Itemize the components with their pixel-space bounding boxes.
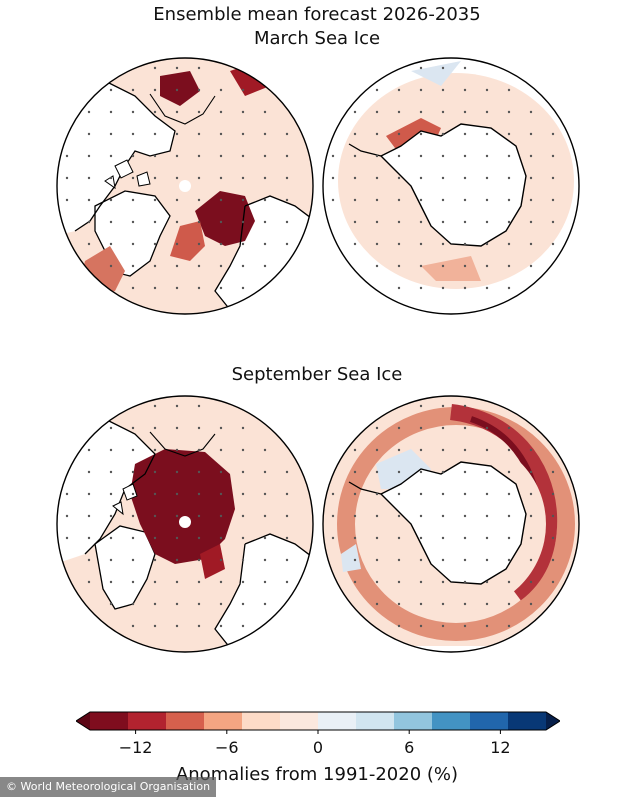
colorbar-segment xyxy=(318,712,357,730)
map-arctic-september xyxy=(56,395,314,653)
map-antarctic-september xyxy=(322,395,580,653)
image-credit: © World Meteorological Organisation xyxy=(0,777,217,797)
significance-stipple xyxy=(331,66,555,290)
colorbar-segment xyxy=(204,712,243,730)
colorbar-segment xyxy=(280,712,319,730)
september-panel-title: September Sea Ice xyxy=(231,364,403,385)
march-panel-title: March Sea Ice xyxy=(253,28,381,49)
map-arctic-march xyxy=(56,57,314,315)
colorbar-tick-label: 6 xyxy=(404,738,415,757)
colorbar-segment xyxy=(432,712,471,730)
colorbar-segment xyxy=(470,712,509,730)
map-antarctic-march xyxy=(322,57,580,315)
colorbar-segment xyxy=(394,712,433,730)
colorbar-label: Anomalies from 1991-2020 (%) xyxy=(175,764,459,785)
colorbar-segment xyxy=(90,712,129,730)
colorbar-tick-label: −6 xyxy=(215,738,239,757)
colorbar-outline xyxy=(76,711,560,731)
colorbar-segment xyxy=(128,712,167,730)
significance-stipple xyxy=(65,66,289,290)
colorbar-tick-label: 0 xyxy=(312,738,324,757)
colorbar-segment xyxy=(356,712,395,730)
colorbar-min-extension xyxy=(76,712,90,730)
main-title: Ensemble mean forecast 2026-2035 xyxy=(153,4,481,25)
colorbar-segment xyxy=(242,712,281,730)
colorbar-tick-label: −12 xyxy=(118,738,153,757)
colorbar-segment xyxy=(166,712,205,730)
colorbar-tick-label: 12 xyxy=(490,738,511,757)
colorbar-segment xyxy=(508,712,547,730)
colorbar xyxy=(76,711,560,734)
significance-stipple xyxy=(65,404,289,628)
colorbar-max-extension xyxy=(546,712,560,730)
significance-stipple xyxy=(331,404,555,628)
